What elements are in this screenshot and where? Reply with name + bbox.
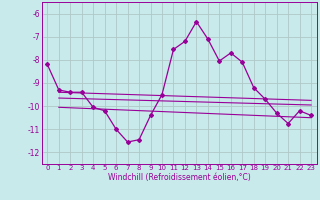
X-axis label: Windchill (Refroidissement éolien,°C): Windchill (Refroidissement éolien,°C) bbox=[108, 173, 251, 182]
